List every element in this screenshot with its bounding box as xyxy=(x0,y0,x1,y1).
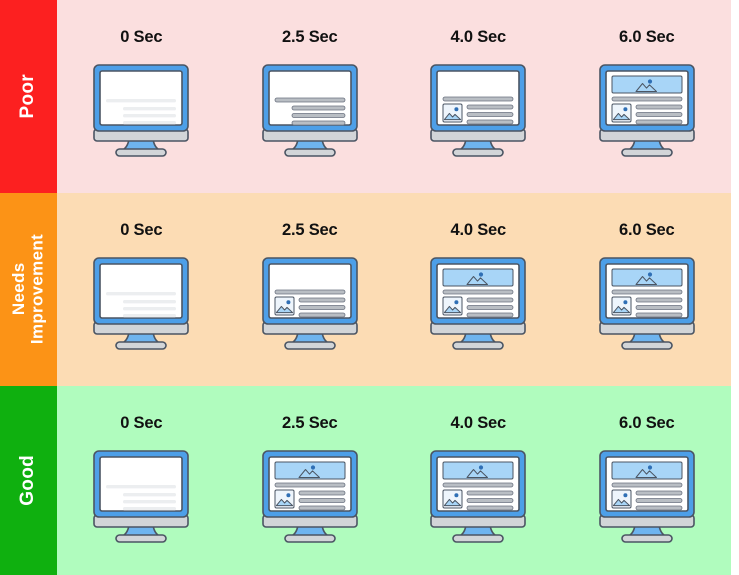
column-header-0: 0 Sec xyxy=(120,28,163,46)
column-header-3: 6.0 Sec xyxy=(619,28,675,46)
row-good: Good 0 Sec xyxy=(0,386,731,575)
thumbnail-image-icon xyxy=(611,103,632,123)
thumbnail-image-icon xyxy=(611,296,632,316)
screen-skeleton xyxy=(442,96,514,125)
screen-skeleton xyxy=(611,289,683,318)
row-band-good: 0 Sec xyxy=(57,386,731,575)
monitor-icon xyxy=(93,64,190,157)
banner-image-icon xyxy=(274,461,346,480)
row-label-strip-poor: Poor xyxy=(0,0,57,193)
screen-skeleton xyxy=(442,289,514,318)
monitor-poor-60sec xyxy=(595,61,699,161)
screen-skeleton xyxy=(274,97,346,126)
monitor-icon xyxy=(598,257,695,350)
thumbnail-image-icon xyxy=(442,489,463,509)
monitor-needs-40sec xyxy=(426,254,530,354)
cell-good-1: 2.5 Sec xyxy=(226,386,395,575)
thumbnail-image-icon xyxy=(442,296,463,316)
monitor-poor-0sec xyxy=(89,61,193,161)
cell-poor-0: 0 Sec xyxy=(57,0,226,193)
cell-poor-2: 4.0 Sec xyxy=(394,0,563,193)
monitor-icon xyxy=(93,257,190,350)
row-label-strip-good: Good xyxy=(0,386,57,575)
monitor-poor-40sec xyxy=(426,61,530,161)
monitor-good-0sec xyxy=(89,447,193,547)
cell-good-3: 6.0 Sec xyxy=(563,386,732,575)
cell-poor-3: 6.0 Sec xyxy=(563,0,732,193)
monitor-good-60sec xyxy=(595,447,699,547)
monitor-poor-25sec xyxy=(258,61,362,161)
monitor-icon xyxy=(430,257,527,350)
thumbnail-image-icon xyxy=(274,296,295,316)
monitor-needs-0sec xyxy=(89,254,193,354)
column-header-0: 0 Sec xyxy=(120,414,163,432)
row-label-good: Good xyxy=(17,455,39,506)
screen-skeleton xyxy=(442,482,514,511)
banner-image-icon xyxy=(442,461,514,480)
column-header-1: 2.5 Sec xyxy=(282,28,338,46)
row-poor: Poor 0 Sec xyxy=(0,0,731,193)
banner-image-icon xyxy=(611,75,683,94)
cell-good-2: 4.0 Sec xyxy=(394,386,563,575)
column-header-3: 6.0 Sec xyxy=(619,221,675,239)
monitor-icon xyxy=(598,64,695,157)
monitor-icon xyxy=(598,450,695,543)
monitor-needs-25sec xyxy=(258,254,362,354)
row-band-poor: 0 Sec xyxy=(57,0,731,193)
column-header-2: 4.0 Sec xyxy=(450,221,507,239)
monitor-icon xyxy=(430,450,527,543)
thumbnail-image-icon xyxy=(274,489,295,509)
monitor-needs-60sec xyxy=(595,254,699,354)
screen-skeleton xyxy=(611,482,683,511)
monitor-icon xyxy=(430,64,527,157)
screen-skeleton xyxy=(274,482,346,511)
banner-image-icon xyxy=(442,268,514,287)
screen-skeleton xyxy=(611,96,683,125)
cell-needs-2: 4.0 Sec xyxy=(394,193,563,386)
screen-skeleton xyxy=(274,289,346,318)
monitor-icon xyxy=(93,450,190,543)
banner-image-icon xyxy=(611,461,683,480)
cell-good-0: 0 Sec xyxy=(57,386,226,575)
banner-image-icon xyxy=(611,268,683,287)
row-band-needs-improvement: 0 Sec xyxy=(57,193,731,386)
cell-needs-3: 6.0 Sec xyxy=(563,193,732,386)
column-header-2: 4.0 Sec xyxy=(450,414,507,432)
row-label-poor: Poor xyxy=(17,74,39,119)
cell-needs-1: 2.5 Sec xyxy=(226,193,395,386)
monitor-icon xyxy=(261,257,358,350)
screen-skeleton xyxy=(106,292,177,318)
monitor-icon xyxy=(261,64,358,157)
row-label-strip-needs-improvement: Needs Improvement xyxy=(0,193,57,386)
row-label-needs-improvement: Needs Improvement xyxy=(9,234,47,345)
thumbnail-image-icon xyxy=(611,489,632,509)
cell-poor-1: 2.5 Sec xyxy=(226,0,395,193)
column-header-1: 2.5 Sec xyxy=(282,414,338,432)
thumbnail-image-icon xyxy=(442,103,463,123)
column-header-3: 6.0 Sec xyxy=(619,414,675,432)
row-needs-improvement: Needs Improvement 0 Sec xyxy=(0,193,731,386)
screen-skeleton xyxy=(106,99,177,125)
column-header-2: 4.0 Sec xyxy=(450,28,507,46)
column-header-0: 0 Sec xyxy=(120,221,163,239)
column-header-1: 2.5 Sec xyxy=(282,221,338,239)
monitor-good-40sec xyxy=(426,447,530,547)
monitor-icon xyxy=(261,450,358,543)
cell-needs-0: 0 Sec xyxy=(57,193,226,386)
monitor-good-25sec xyxy=(258,447,362,547)
screen-skeleton xyxy=(106,485,177,511)
